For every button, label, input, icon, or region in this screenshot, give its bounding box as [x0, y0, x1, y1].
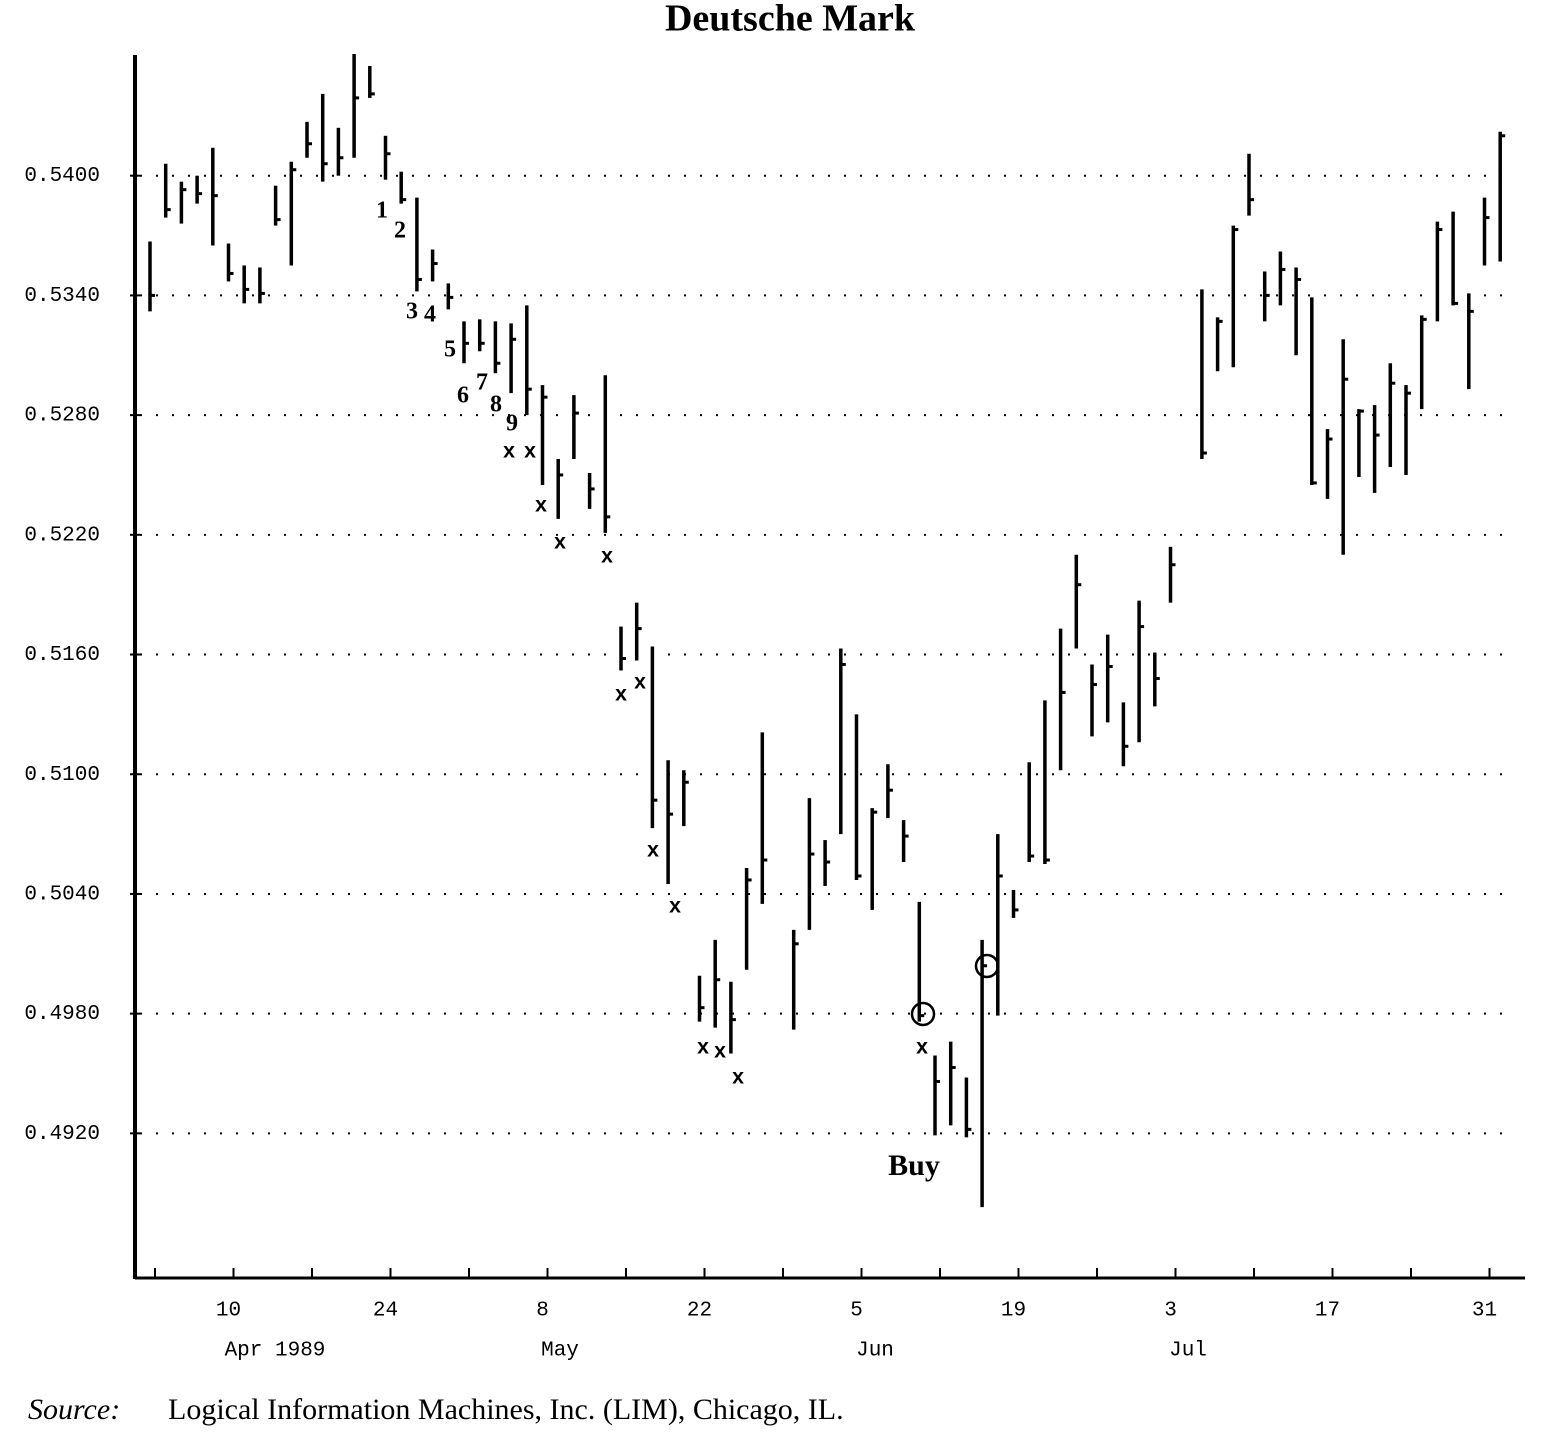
annotation: 7 [476, 370, 488, 396]
annotation: 8 [490, 392, 502, 418]
y-tick-label: 0.5220 [24, 524, 100, 547]
month-label: Jul [1169, 1340, 1207, 1363]
annotation: x [647, 841, 660, 864]
y-tick-label: 0.5400 [24, 165, 100, 188]
x-tick-label: 19 [1001, 1300, 1026, 1323]
x-tick-label: 8 [536, 1300, 549, 1323]
month-label: Jun [856, 1340, 894, 1363]
annotation: x [732, 1068, 745, 1091]
annotation: x [524, 442, 537, 465]
y-tick-label: 0.5340 [24, 285, 100, 308]
x-tick-label: 17 [1315, 1300, 1340, 1323]
annotation: 6 [457, 383, 469, 409]
x-tick-label: 22 [687, 1300, 712, 1323]
annotation: 1 [376, 198, 388, 224]
x-tick-label: 5 [850, 1300, 863, 1323]
x-tick-label: 3 [1164, 1300, 1177, 1323]
x-tick-label: 24 [373, 1300, 398, 1323]
y-tick-label: 0.5100 [24, 764, 100, 787]
y-tick-label: 0.4920 [24, 1123, 100, 1146]
annotation: 4 [424, 302, 436, 328]
annotation: x [634, 673, 647, 696]
y-tick-label: 0.5040 [24, 883, 100, 906]
annotation: 5 [444, 337, 456, 363]
chart-title: Deutsche Mark [665, 0, 916, 40]
annotation: x [669, 897, 682, 920]
annotation: x [697, 1038, 710, 1061]
signal-circle [910, 1001, 936, 1027]
annotation: Buy [888, 1149, 940, 1182]
annotation: 2 [394, 218, 406, 244]
y-tick-label: 0.5280 [24, 405, 100, 428]
month-label: Apr 1989 [225, 1340, 326, 1363]
annotation: x [615, 685, 628, 708]
x-tick-label: 31 [1472, 1300, 1497, 1323]
y-tick-label: 0.4980 [24, 1003, 100, 1026]
annotation: x [714, 1042, 727, 1065]
annotation: x [535, 496, 548, 519]
y-tick-label: 0.5160 [24, 644, 100, 667]
annotation: x [916, 1038, 929, 1061]
x-tick-label: 10 [216, 1300, 241, 1323]
annotation: 9 [506, 411, 518, 437]
month-label: May [541, 1340, 579, 1363]
annotation: x [503, 442, 516, 465]
source-label: Source: [28, 1393, 120, 1426]
signal-circle [974, 953, 1000, 979]
annotation: x [554, 533, 567, 556]
annotation: x [601, 547, 614, 570]
annotation: 3 [406, 299, 418, 325]
source-text: Logical Information Machines, Inc. (LIM)… [168, 1393, 844, 1426]
